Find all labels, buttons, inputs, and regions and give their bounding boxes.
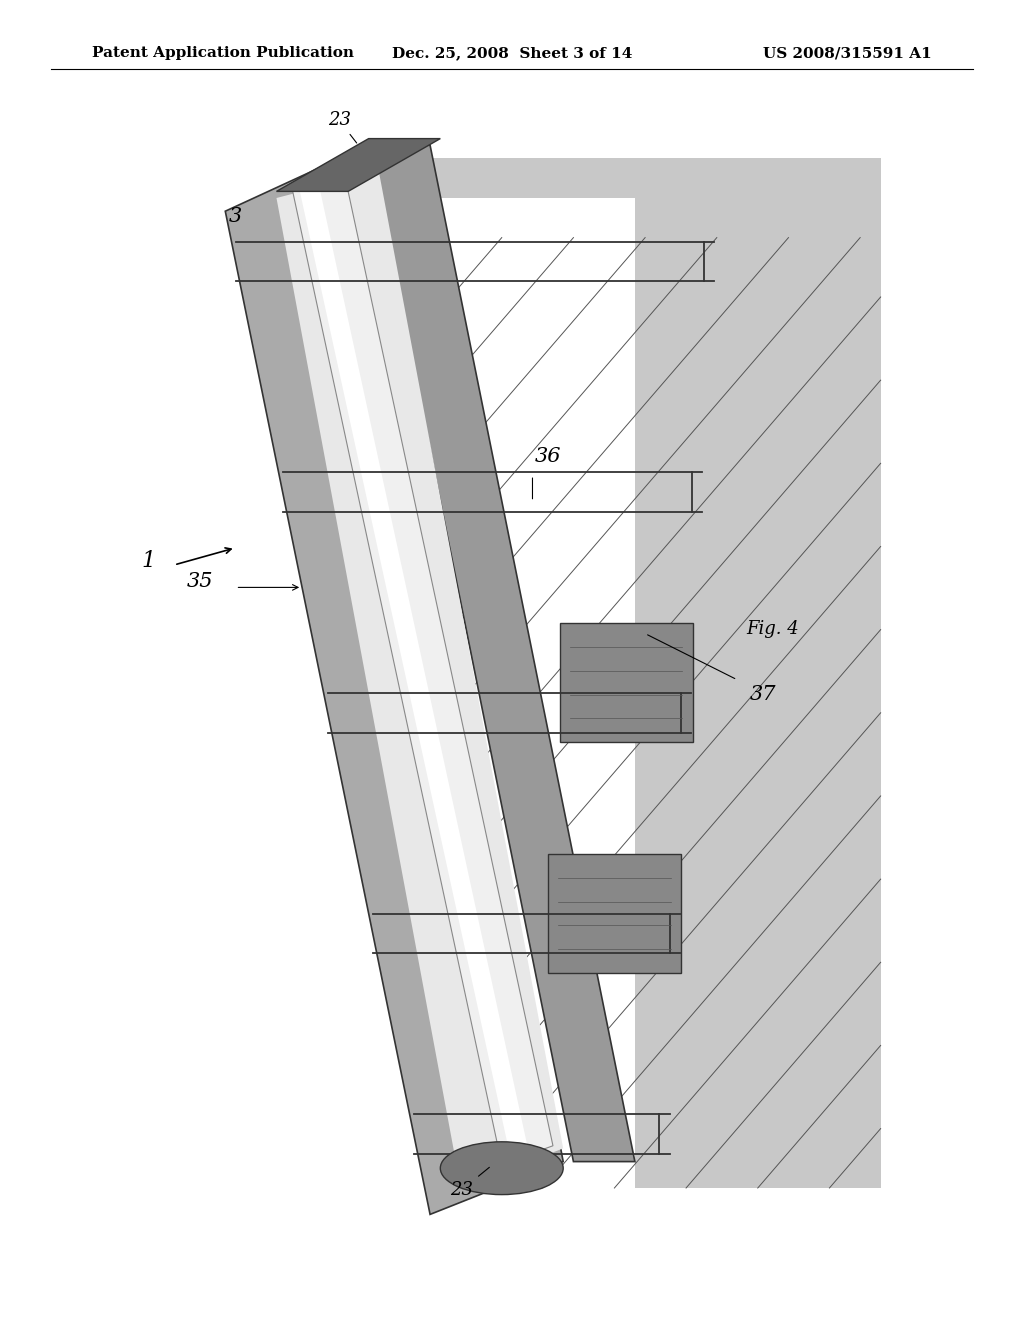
Polygon shape bbox=[430, 158, 881, 1188]
Text: 35: 35 bbox=[186, 573, 213, 591]
Text: 23: 23 bbox=[328, 111, 356, 143]
Text: 23: 23 bbox=[451, 1167, 489, 1199]
Polygon shape bbox=[276, 172, 563, 1188]
Text: 36: 36 bbox=[535, 447, 561, 466]
Polygon shape bbox=[548, 854, 681, 973]
Text: US 2008/315591 A1: US 2008/315591 A1 bbox=[763, 46, 932, 61]
Text: Dec. 25, 2008  Sheet 3 of 14: Dec. 25, 2008 Sheet 3 of 14 bbox=[392, 46, 632, 61]
Polygon shape bbox=[225, 145, 563, 1214]
Polygon shape bbox=[299, 178, 527, 1155]
Text: Fig. 4: Fig. 4 bbox=[746, 619, 800, 638]
Text: Patent Application Publication: Patent Application Publication bbox=[92, 46, 354, 61]
Polygon shape bbox=[292, 168, 553, 1164]
Polygon shape bbox=[369, 145, 635, 1162]
Ellipse shape bbox=[440, 1142, 563, 1195]
Polygon shape bbox=[559, 623, 692, 742]
Text: 3: 3 bbox=[229, 207, 242, 226]
Text: 1: 1 bbox=[141, 550, 156, 572]
Polygon shape bbox=[276, 139, 440, 191]
Text: 37: 37 bbox=[750, 685, 776, 704]
